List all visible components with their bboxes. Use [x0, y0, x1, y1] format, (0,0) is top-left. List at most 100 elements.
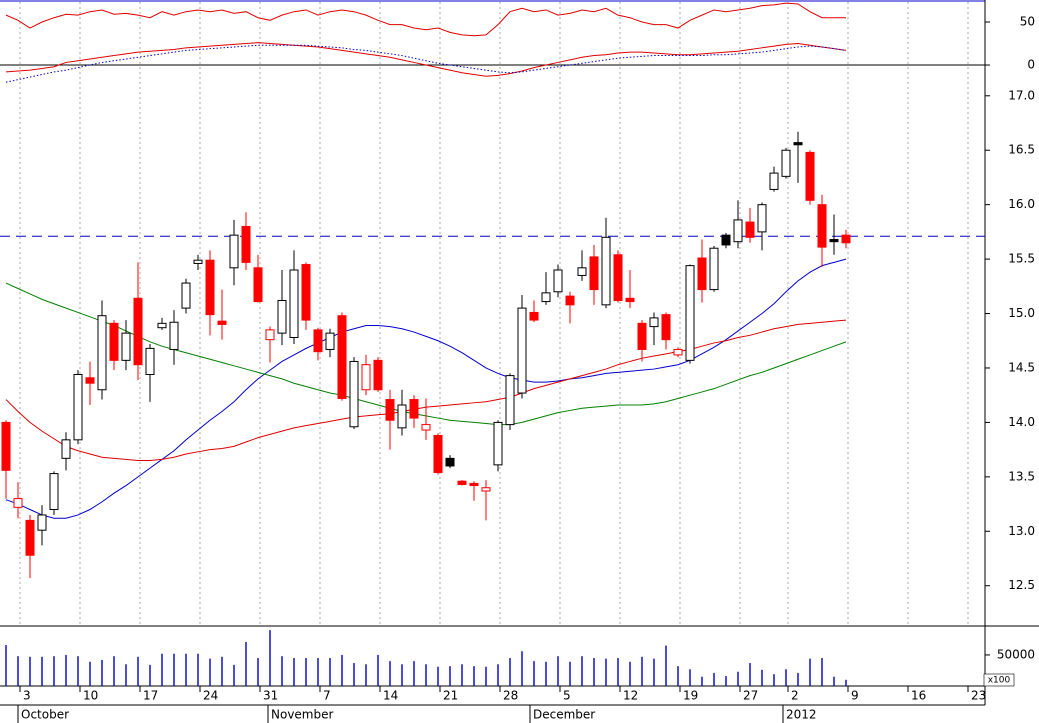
candle-body — [205, 259, 215, 316]
candle-body — [145, 347, 155, 376]
candle-body — [265, 329, 275, 341]
candle-body — [469, 482, 479, 487]
candle-body — [661, 314, 671, 341]
unit-label: x100 — [988, 676, 1011, 686]
month-label: 2012 — [786, 708, 817, 722]
candle-body — [505, 375, 515, 426]
x-tick-label: 31 — [263, 689, 278, 703]
candle-body — [241, 225, 251, 263]
x-tick-label: 5 — [563, 689, 571, 703]
candle-body — [349, 360, 359, 428]
candle-body — [553, 269, 563, 293]
x-tick-label: 28 — [503, 689, 518, 703]
candle-body — [289, 269, 299, 338]
candle-body — [721, 234, 731, 246]
candle-body — [229, 234, 239, 269]
candle-body — [637, 322, 647, 350]
candle-body — [181, 282, 191, 309]
candle-body — [625, 297, 635, 303]
month-label: November — [271, 708, 333, 722]
unit-box — [983, 673, 1015, 687]
y-tick-label: 16.5 — [1008, 143, 1035, 157]
candle-body — [49, 473, 59, 511]
candle-body — [193, 259, 203, 264]
y-tick-label: 12.5 — [1008, 578, 1035, 592]
x-tick-label: 7 — [323, 689, 331, 703]
candle-body — [1, 421, 11, 471]
candle-body — [745, 221, 755, 238]
candle-body — [157, 322, 167, 329]
candle-body — [841, 234, 851, 244]
candle-body — [577, 267, 587, 276]
candle-body — [793, 142, 803, 146]
candle-body — [169, 321, 179, 350]
y-tick-label: 15.5 — [1008, 252, 1035, 266]
candle-body — [277, 299, 287, 334]
candle-body — [697, 257, 707, 291]
candle-body — [529, 311, 539, 321]
oscillator-line — [5, 2, 846, 37]
oscillator-line — [5, 44, 847, 83]
candle-body — [373, 359, 383, 391]
candle-body — [97, 315, 107, 391]
x-tick-label: 21 — [443, 689, 458, 703]
candle-body — [397, 404, 407, 429]
candle-body — [445, 457, 455, 467]
candle-body — [421, 424, 431, 431]
x-tick-label: 2 — [791, 689, 799, 703]
y-tick-label: 13.5 — [1008, 469, 1035, 483]
x-tick-label: 27 — [743, 689, 758, 703]
candle-body — [481, 487, 491, 492]
candle-body — [517, 307, 527, 394]
candle-body — [301, 264, 311, 321]
y-tick-label: 13.0 — [1008, 524, 1035, 538]
x-tick-label: 16 — [911, 689, 926, 703]
x-tick-label: 23 — [971, 689, 986, 703]
candle-body — [757, 204, 767, 233]
x-tick-label: 14 — [383, 689, 398, 703]
candle-body — [61, 439, 71, 459]
candle-body — [337, 315, 347, 399]
x-tick-label: 17 — [143, 689, 158, 703]
candle-body — [37, 514, 47, 531]
y-tick-label: 17.0 — [1008, 88, 1035, 102]
candle-body — [253, 267, 263, 303]
x-tick-label: 3 — [23, 689, 31, 703]
y-tick-label: 0 — [1027, 58, 1035, 72]
candle-body — [109, 322, 119, 361]
y-tick-label: 16.0 — [1008, 197, 1035, 211]
candle-body — [541, 292, 551, 303]
candle-body — [73, 374, 83, 441]
candle-body — [13, 498, 23, 508]
month-label: December — [533, 708, 595, 722]
candle-body — [217, 320, 227, 325]
candle-body — [817, 204, 827, 248]
y-tick-label: 14.0 — [1008, 415, 1035, 429]
candle-body — [769, 172, 779, 190]
candle-body — [685, 265, 695, 361]
oscillator-line — [5, 42, 847, 77]
candle-body — [613, 254, 623, 301]
candle-body — [121, 332, 131, 361]
candle-body — [673, 348, 683, 356]
candle-body — [733, 219, 743, 243]
candle-body — [805, 151, 815, 201]
candle-body — [601, 236, 611, 306]
candle-body — [649, 317, 659, 328]
candle-body — [589, 256, 599, 291]
y-tick-label: 50 — [1020, 15, 1035, 29]
x-tick-label: 19 — [683, 689, 698, 703]
candle-body — [133, 297, 143, 366]
candle-body — [313, 329, 323, 353]
candle-body — [325, 332, 335, 350]
candle-body — [85, 377, 95, 384]
month-label: October — [21, 708, 69, 722]
y-tick-label: 50000 — [997, 647, 1035, 661]
x-tick-label: 9 — [851, 689, 859, 703]
candle-body — [565, 295, 575, 306]
candle-body — [25, 519, 35, 556]
candle-body — [457, 480, 467, 485]
moving-average — [5, 258, 847, 519]
